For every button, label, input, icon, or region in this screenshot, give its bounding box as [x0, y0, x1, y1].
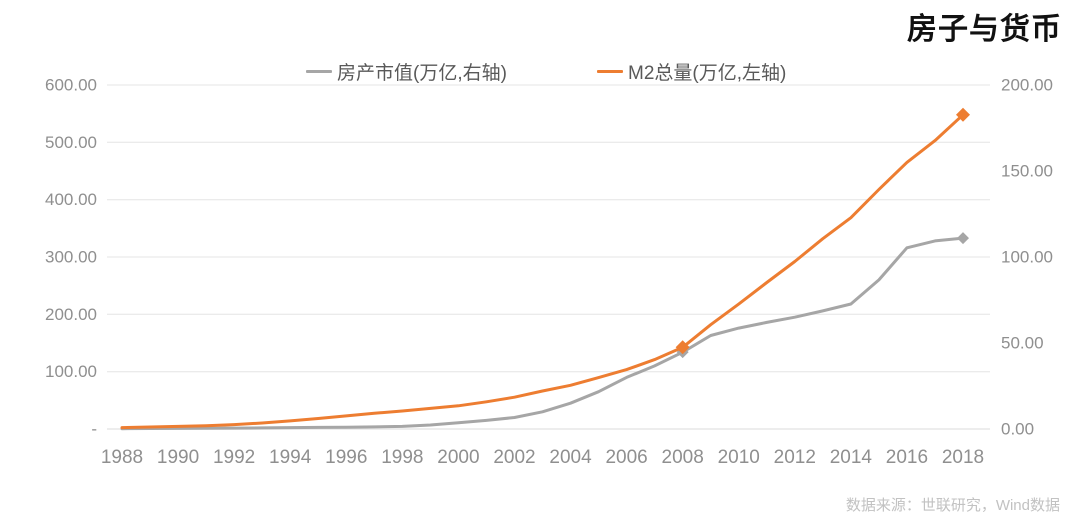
m2-legend-swatch	[597, 69, 623, 73]
x-axis-tick-label: 2002	[493, 447, 535, 468]
legend-item-property: 房产市值(万亿,右轴)	[306, 60, 507, 84]
x-axis-tick-label: 2006	[605, 447, 647, 468]
x-axis-tick-label: 2016	[886, 447, 928, 468]
m2-series-line	[120, 113, 965, 430]
x-axis-tick-label: 1992	[213, 447, 255, 468]
page-title: 房子与货币	[907, 13, 1062, 46]
left-axis-tick-label: -	[91, 420, 97, 439]
left-axis-tick-label: 100.00	[45, 362, 97, 381]
property-legend-swatch	[306, 69, 332, 73]
m2-series-marker	[675, 340, 690, 355]
legend-label-property: 房产市值(万亿,右轴)	[337, 62, 507, 84]
right-axis-tick-label: 100.00	[1001, 248, 1053, 267]
legend-label-m2: M2总量(万亿,左轴)	[628, 62, 787, 84]
x-axis-tick-label: 2018	[942, 447, 984, 468]
right-axis-tick-label: 200.00	[1001, 76, 1053, 95]
right-axis-tick-label: 50.00	[1001, 334, 1044, 353]
left-axis-tick-label: 300.00	[45, 248, 97, 267]
x-axis-tick-label: 1994	[269, 447, 312, 468]
x-axis-tick-label: 2004	[549, 447, 592, 468]
x-axis-tick-label: 1998	[381, 447, 423, 468]
property-series-line	[120, 236, 965, 431]
property-series-marker	[957, 232, 969, 245]
legend-item-m2: M2总量(万亿,左轴)	[597, 60, 787, 84]
right-axis-tick-label: 0.00	[1001, 420, 1034, 439]
x-axis-tick-label: 1996	[325, 447, 367, 468]
left-axis-tick-label: 500.00	[45, 133, 97, 152]
left-axis-tick-label: 200.00	[45, 305, 97, 324]
x-axis-tick-label: 2014	[830, 447, 873, 468]
right-axis-tick-label: 150.00	[1001, 162, 1053, 181]
m2-series-marker	[956, 107, 970, 122]
x-axis-tick-label: 1990	[157, 447, 199, 468]
x-axis-tick-label: 1988	[101, 447, 143, 468]
x-axis-tick-label: 2010	[718, 447, 760, 468]
left-axis-tick-label: 600.00	[45, 76, 97, 95]
left-axis-tick-label: 400.00	[45, 190, 97, 209]
x-axis-tick-label: 2012	[774, 447, 816, 468]
x-axis-tick-label: 2000	[437, 447, 479, 468]
x-axis-tick-label: 2008	[662, 447, 704, 468]
source-note: 数据来源：世联研究，Wind数据	[845, 497, 1060, 514]
